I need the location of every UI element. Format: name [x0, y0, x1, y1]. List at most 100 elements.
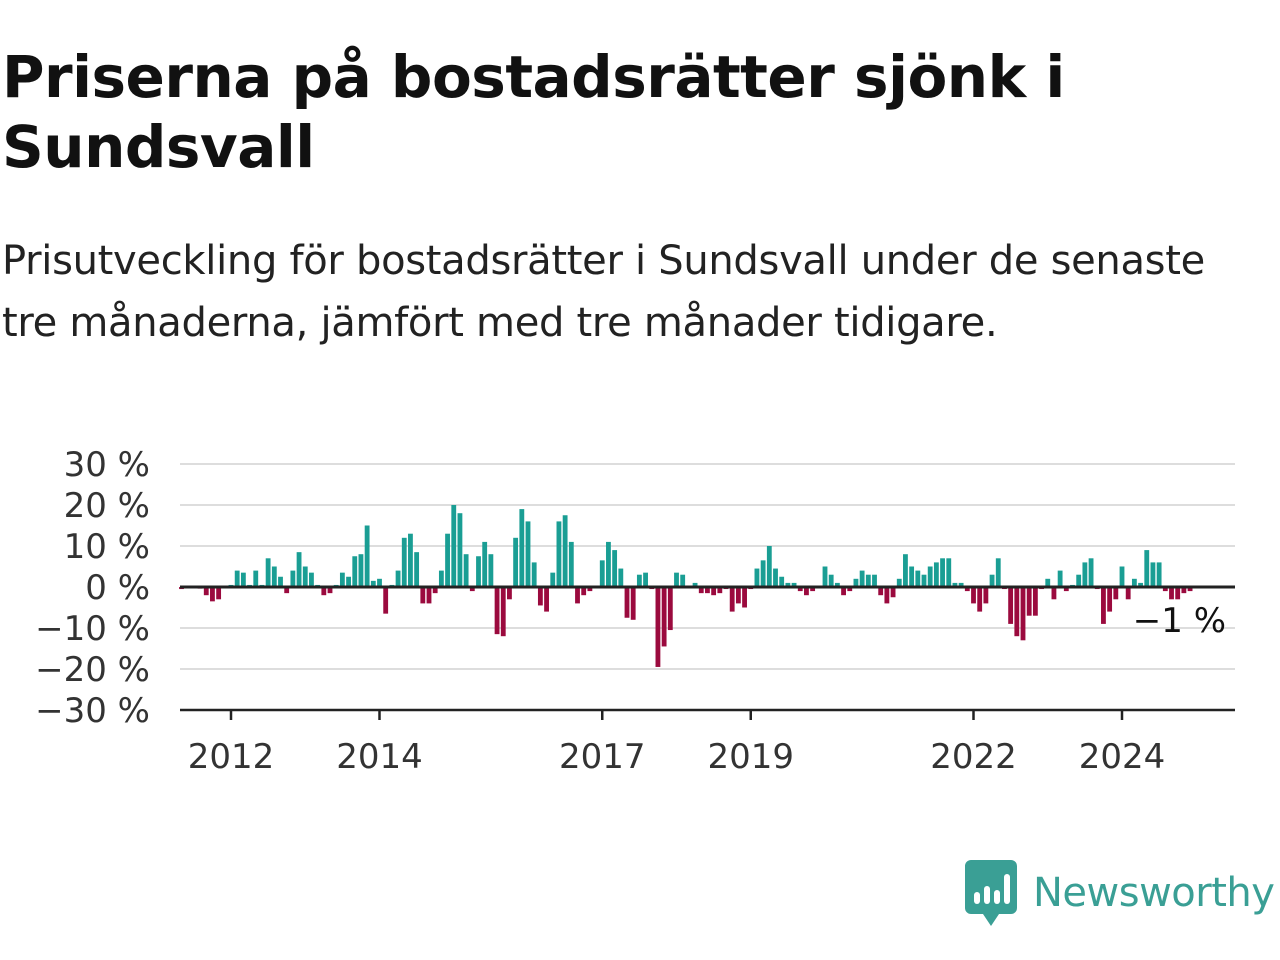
bar [1076, 574, 1082, 587]
bar [457, 513, 463, 587]
bar [488, 554, 494, 587]
bar [1150, 562, 1156, 587]
bar [828, 574, 834, 587]
bar [773, 568, 778, 587]
x-tick-label: 2014 [336, 737, 423, 777]
bar [841, 587, 846, 596]
bar [927, 566, 933, 587]
bar [1107, 587, 1113, 612]
bar [680, 574, 686, 587]
bar [872, 574, 877, 587]
newsworthy-bar-chart-icon [965, 860, 1017, 926]
bar [432, 587, 438, 594]
bar [822, 566, 828, 587]
x-tick-label: 2022 [930, 737, 1017, 777]
bar [890, 587, 896, 598]
x-axis-ticks: 2012 2014 2017 2019 2022 2024 [188, 710, 1165, 777]
annotations: −1 % [1133, 601, 1226, 641]
bar [339, 572, 345, 587]
page-subtitle: Prisutveckling för bostadsrätter i Sunds… [2, 238, 1205, 346]
bar [284, 587, 290, 594]
bar [643, 572, 648, 587]
bar [1026, 587, 1032, 616]
bar [946, 558, 952, 587]
bar [1113, 587, 1119, 600]
bar [933, 562, 939, 587]
bar [1119, 566, 1125, 587]
bar [989, 574, 995, 587]
bar [240, 572, 246, 587]
y-tick-label: 30 % [64, 445, 150, 485]
bar [302, 566, 308, 587]
bar [556, 521, 562, 587]
bar [562, 515, 568, 587]
bar [525, 521, 531, 587]
bar [581, 587, 587, 596]
bar [550, 572, 556, 587]
bar [290, 570, 296, 587]
y-tick-label: −30 % [35, 691, 150, 731]
bar [1181, 587, 1187, 594]
axes [180, 585, 1235, 712]
bar [804, 587, 809, 596]
bar [903, 554, 908, 587]
bar [785, 582, 791, 587]
bar [878, 587, 884, 596]
bar [995, 558, 1001, 587]
bar [1101, 587, 1106, 624]
bar [1162, 587, 1168, 592]
bar [309, 572, 314, 587]
bar [884, 587, 890, 604]
y-tick-label: 0 % [85, 568, 150, 608]
bar [705, 587, 710, 594]
brand-name: Newsworthy [1033, 870, 1275, 916]
bar [1169, 587, 1174, 600]
bar [358, 554, 364, 587]
bar [810, 587, 816, 592]
bar [1088, 558, 1094, 587]
bar [408, 533, 413, 587]
bar [853, 578, 859, 587]
bar [463, 554, 469, 587]
bar [791, 582, 797, 587]
bar [1175, 587, 1181, 600]
bar [1008, 587, 1014, 624]
bar [1014, 587, 1020, 637]
bar [1063, 587, 1069, 592]
bar [958, 582, 964, 587]
bar [655, 587, 661, 667]
bar [661, 587, 667, 647]
bar [599, 560, 605, 587]
bar [513, 537, 519, 587]
bar [636, 574, 642, 587]
bar [234, 570, 240, 587]
bar [426, 587, 432, 604]
bar [1020, 587, 1026, 641]
y-axis-ticks: 30 %20 %10 %0 %−10 %−20 %−30 % [35, 445, 150, 731]
bar [729, 587, 735, 612]
bar [383, 587, 389, 614]
bar [216, 587, 222, 600]
bar [507, 587, 512, 600]
bar [630, 587, 636, 620]
bar [983, 587, 989, 604]
bar [253, 570, 259, 587]
bar [624, 587, 630, 618]
bar [971, 587, 976, 604]
bar [327, 587, 333, 594]
bar [1187, 587, 1193, 592]
bar [865, 574, 871, 587]
bar [370, 580, 376, 587]
bar [797, 587, 803, 592]
bar [977, 587, 983, 612]
bar [500, 587, 506, 637]
bar [265, 558, 271, 587]
bar [1032, 587, 1038, 616]
bar [494, 587, 500, 635]
bar [210, 587, 215, 602]
bar [271, 566, 277, 587]
bar [692, 582, 698, 587]
bar [395, 570, 401, 587]
bar [519, 509, 525, 587]
bar [1045, 578, 1051, 587]
